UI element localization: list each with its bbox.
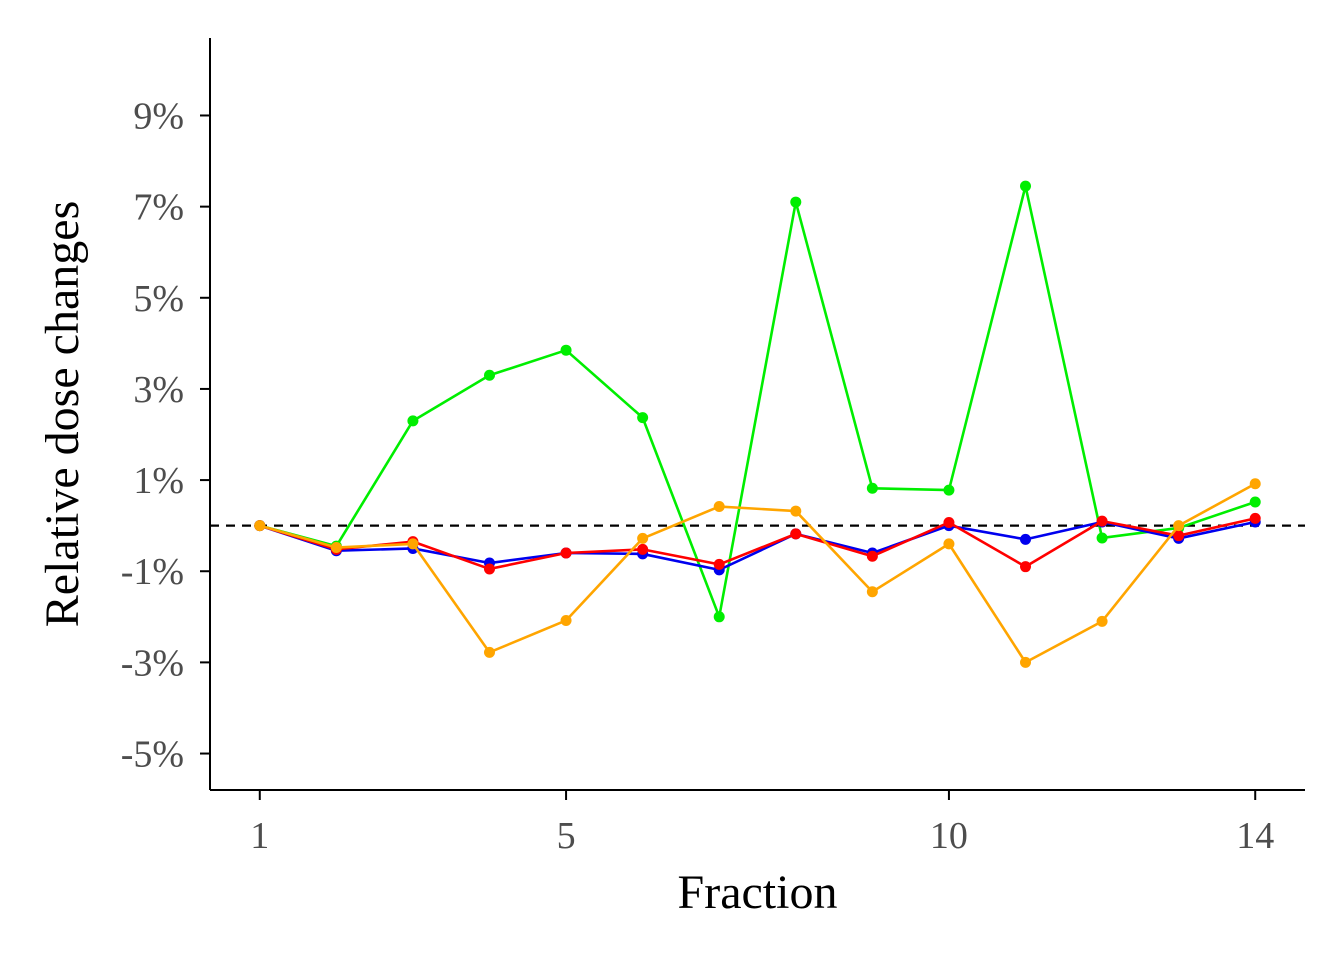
data-point (560, 547, 572, 559)
data-point (1096, 532, 1108, 544)
y-tick-label: 5% (133, 278, 184, 320)
y-tick-label: 3% (133, 369, 184, 411)
y-ticks: -5% -3% -1% 1% 3% 5% 7% 9% (121, 95, 210, 776)
data-point (330, 542, 342, 554)
data-point (713, 558, 725, 570)
x-tick-label: 10 (930, 815, 968, 857)
y-axis-title: Relative dose changes (36, 201, 89, 628)
y-tick-label: -5% (121, 734, 184, 776)
data-point (637, 412, 649, 424)
data-point (1173, 520, 1185, 532)
data-point (483, 369, 495, 381)
data-point (866, 586, 878, 598)
data-point (790, 196, 802, 208)
y-tick-label: 7% (133, 187, 184, 229)
data-point (1020, 180, 1032, 192)
data-point (1020, 561, 1032, 573)
data-point (1249, 512, 1261, 524)
data-point (1249, 496, 1261, 508)
x-ticks: 1 5 10 14 (250, 790, 1274, 857)
y-tick-label: -3% (121, 642, 184, 684)
data-point (1096, 515, 1108, 527)
data-point (637, 543, 649, 555)
y-tick-label: -1% (121, 551, 184, 593)
series-1 (254, 180, 1261, 623)
series-layer (254, 180, 1261, 668)
data-point (1020, 533, 1032, 545)
data-point (407, 415, 419, 427)
data-point (254, 520, 266, 532)
series-4 (254, 478, 1261, 668)
y-tick-label: 1% (133, 460, 184, 502)
x-tick-label: 5 (557, 815, 576, 857)
data-point (943, 516, 955, 528)
data-point (943, 538, 955, 550)
data-point (790, 505, 802, 517)
axes: -5% -3% -1% 1% 3% 5% 7% 9% 1 5 10 14 (121, 38, 1305, 857)
data-point (1096, 615, 1108, 627)
data-point (713, 611, 725, 623)
x-axis-title: Fraction (678, 866, 838, 919)
data-point (1173, 530, 1185, 542)
y-tick-label: 9% (133, 95, 184, 137)
data-point (1020, 656, 1032, 668)
series-line (259, 517, 1256, 571)
data-point (866, 482, 878, 494)
data-point (483, 646, 495, 658)
data-point (407, 538, 419, 550)
data-point (943, 484, 955, 496)
series-line (259, 520, 1256, 572)
data-point (866, 550, 878, 562)
series-line (259, 482, 1256, 664)
series-line (259, 184, 1256, 619)
x-tick-label: 14 (1236, 815, 1274, 857)
x-tick-label: 1 (250, 815, 269, 857)
data-point (1249, 478, 1261, 490)
data-point (637, 532, 649, 544)
data-point (560, 344, 572, 356)
data-point (560, 614, 572, 626)
data-point (713, 501, 725, 513)
data-point (790, 528, 802, 540)
data-point (483, 563, 495, 575)
